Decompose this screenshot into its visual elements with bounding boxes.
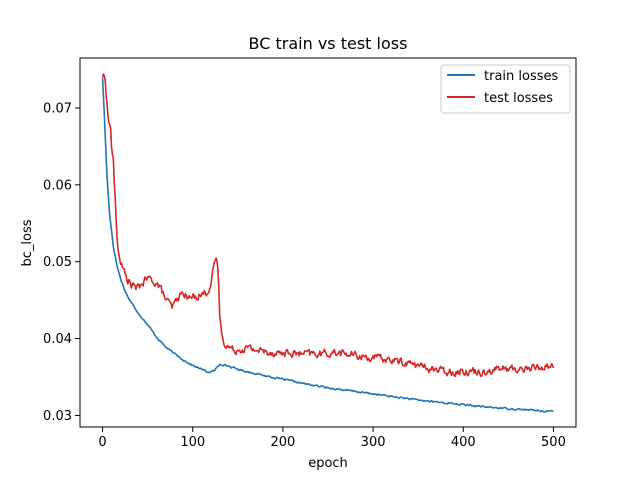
- chart-title: BC train vs test loss: [249, 34, 408, 53]
- x-tick-label: 100: [180, 435, 205, 450]
- legend-label-train: train losses: [484, 69, 559, 84]
- x-tick-label: 0: [98, 435, 106, 450]
- y-axis-label: bc_loss: [20, 219, 35, 266]
- legend-label-test: test losses: [484, 91, 553, 106]
- x-axis-ticks: 0 100 200 300 400 500: [98, 427, 566, 450]
- x-tick-label: 200: [270, 435, 295, 450]
- plot-lines: [101, 73, 555, 413]
- y-tick-label: 0.06: [43, 178, 72, 193]
- y-tick-label: 0.05: [43, 255, 72, 270]
- y-tick-label: 0.03: [43, 409, 72, 424]
- x-tick-label: 400: [451, 435, 476, 450]
- x-tick-label: 500: [541, 435, 566, 450]
- legend: train losses test losses: [440, 64, 571, 114]
- x-tick-label: 300: [361, 435, 386, 450]
- axes-frame: [79, 57, 577, 428]
- y-tick-label: 0.04: [43, 332, 72, 347]
- x-axis-label: epoch: [308, 456, 348, 471]
- y-axis-ticks: 0.03 0.04 0.05 0.06 0.07: [43, 101, 80, 424]
- legend-box: [440, 64, 571, 114]
- test-losses-line: [101, 73, 555, 378]
- y-tick-label: 0.07: [43, 101, 72, 116]
- train-losses-line: [101, 77, 554, 413]
